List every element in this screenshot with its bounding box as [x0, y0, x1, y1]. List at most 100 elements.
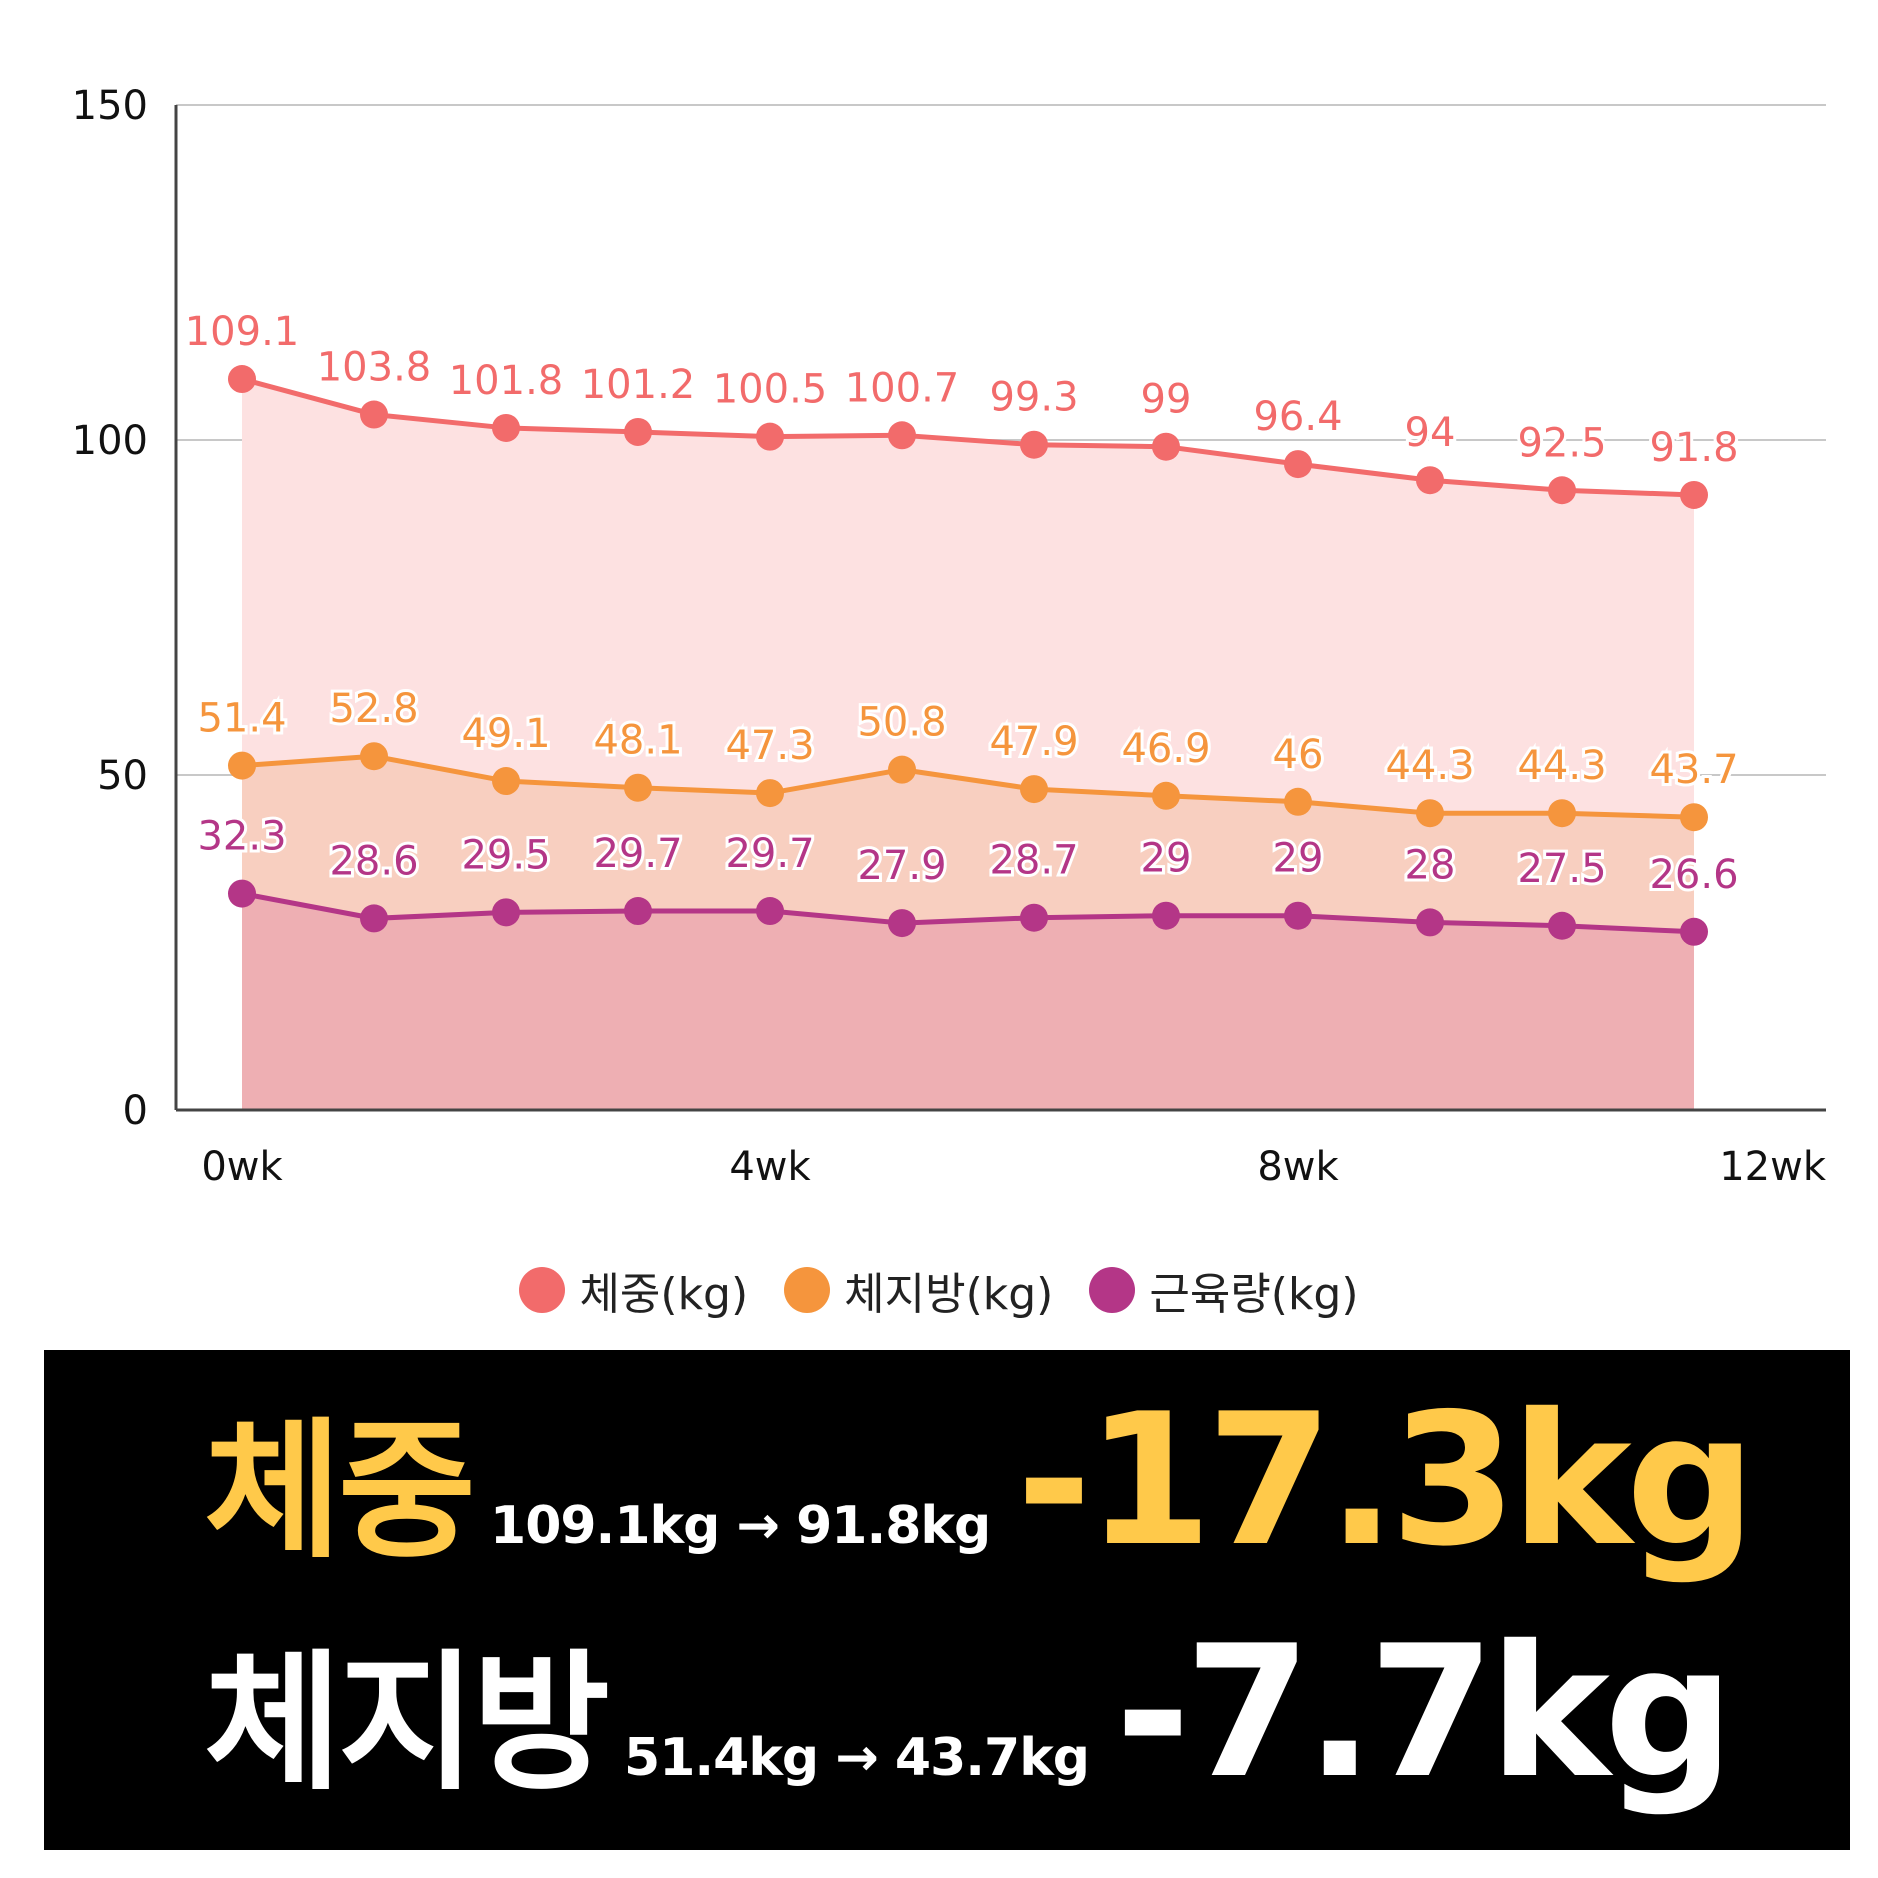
data-label-muscle: 29.7 — [593, 831, 682, 877]
area-muscle — [242, 893, 1694, 1110]
data-label-weight: 92.5 — [1517, 420, 1606, 466]
x-tick-label: 12wk — [1719, 1144, 1827, 1190]
data-label-weight: 103.8 — [317, 345, 432, 391]
point-muscle — [492, 898, 520, 927]
point-body-fat — [492, 767, 520, 796]
point-muscle — [888, 909, 916, 938]
point-muscle — [756, 897, 784, 926]
data-label-weight: 99 — [1141, 377, 1192, 423]
legend-item-weight: 체중(kg) — [519, 1258, 748, 1322]
point-weight — [228, 365, 256, 394]
summary-weight-to: 91.8kg — [796, 1496, 991, 1556]
point-muscle — [1284, 901, 1312, 930]
legend-marker-body-fat — [784, 1267, 831, 1313]
point-weight — [1152, 432, 1180, 461]
legend-item-muscle: 근육량(kg) — [1089, 1258, 1359, 1322]
data-label-muscle: 28.6 — [329, 838, 418, 884]
point-muscle — [1020, 903, 1048, 932]
point-muscle — [228, 879, 256, 908]
data-label-body-fat: 46.9 — [1121, 726, 1210, 772]
y-tick-label: 50 — [97, 753, 148, 799]
summary-panel: 체중 109.1kg → 91.8kg -17.3kg 체지방 51.4kg →… — [44, 1350, 1850, 1850]
summary-weight-delta: -17.3kg — [1016, 1374, 1756, 1586]
x-tick-label: 4wk — [729, 1144, 811, 1190]
point-muscle — [624, 897, 652, 926]
point-weight — [1416, 466, 1444, 495]
data-label-muscle: 27.5 — [1517, 846, 1606, 892]
point-weight — [888, 421, 916, 450]
point-weight — [1680, 480, 1708, 509]
point-body-fat — [756, 779, 784, 808]
data-label-body-fat: 51.4 — [197, 696, 286, 742]
point-weight — [756, 422, 784, 451]
arrow-icon: → — [736, 1496, 780, 1556]
legend-label-body-fat: 체지방(kg) — [844, 1269, 1054, 1320]
data-label-weight: 101.8 — [449, 358, 564, 404]
point-body-fat — [1416, 799, 1444, 828]
area-fills — [242, 379, 1694, 1110]
line-muscle — [241, 891, 1695, 935]
data-label-body-fat: 44.3 — [1517, 743, 1606, 789]
point-muscle — [1680, 917, 1708, 946]
summary-body-fat-range: 51.4kg → 43.7kg — [624, 1728, 1090, 1788]
data-label-body-fat: 44.3 — [1385, 743, 1474, 789]
data-label-muscle: 28.7 — [989, 838, 1078, 884]
series-lines — [241, 376, 1695, 935]
point-muscle — [360, 904, 388, 933]
chart-legend: 체중(kg) 체지방(kg) 근육량(kg) — [0, 1255, 1878, 1325]
data-label-muscle: 28 — [1405, 842, 1456, 888]
line-weight — [241, 376, 1695, 498]
tick-labels: 0 50 100 150 0wk 4wk 8wk 12wk — [72, 83, 1827, 1190]
point-muscle — [1152, 901, 1180, 930]
point-body-fat — [1152, 781, 1180, 810]
data-label-body-fat: 48.1 — [593, 718, 682, 764]
y-tick-label: 0 — [123, 1088, 148, 1134]
data-label-weight: 101.2 — [581, 362, 696, 408]
point-body-fat — [1020, 775, 1048, 804]
summary-weight-range: 109.1kg → 91.8kg — [490, 1496, 991, 1556]
point-body-fat — [888, 755, 916, 784]
data-label-muscle: 29 — [1273, 836, 1324, 882]
line-body-fat — [241, 753, 1695, 820]
legend-marker-muscle — [1089, 1267, 1136, 1313]
data-label-weight: 96.4 — [1253, 394, 1342, 440]
data-label-weight: 99.3 — [989, 375, 1078, 421]
summary-row-body-fat: 체지방 51.4kg → 43.7kg -7.7kg — [204, 1602, 1734, 1819]
point-weight — [1548, 476, 1576, 505]
summary-weight-label: 체중 — [204, 1405, 476, 1579]
data-label-muscle: 29.5 — [461, 832, 550, 878]
data-label-weight: 100.7 — [845, 365, 960, 411]
y-tick-label: 150 — [72, 83, 148, 129]
data-label-body-fat: 46 — [1273, 732, 1324, 778]
data-label-body-fat: 47.9 — [989, 719, 1078, 765]
point-muscle — [1548, 911, 1576, 940]
legend-marker-weight — [519, 1267, 566, 1313]
data-label-body-fat: 43.7 — [1649, 747, 1738, 793]
data-label-weight: 100.5 — [713, 367, 828, 413]
data-label-weight: 91.8 — [1649, 425, 1738, 471]
legend-label-muscle: 근육량(kg) — [1149, 1269, 1359, 1320]
x-tick-label: 8wk — [1257, 1144, 1339, 1190]
point-body-fat — [624, 773, 652, 802]
y-tick-label: 100 — [72, 418, 148, 464]
arrow-icon: → — [835, 1728, 879, 1788]
point-body-fat — [228, 751, 256, 780]
point-weight — [360, 400, 388, 429]
summary-body-fat-from: 51.4kg — [624, 1728, 819, 1788]
point-body-fat — [360, 742, 388, 771]
summary-row-weight: 체중 109.1kg → 91.8kg -17.3kg — [204, 1370, 1756, 1587]
summary-weight-from: 109.1kg — [490, 1496, 720, 1556]
data-label-muscle: 29 — [1141, 836, 1192, 882]
point-body-fat — [1548, 799, 1576, 828]
point-weight — [1284, 450, 1312, 479]
data-label-muscle: 29.7 — [725, 831, 814, 877]
data-label-muscle: 32.3 — [197, 814, 286, 860]
point-weight — [1020, 430, 1048, 459]
data-label-weight: 94 — [1405, 410, 1456, 456]
summary-body-fat-to: 43.7kg — [894, 1728, 1090, 1788]
data-label-body-fat: 47.3 — [725, 723, 814, 769]
point-weight — [624, 417, 652, 446]
data-label-body-fat: 52.8 — [329, 686, 418, 732]
data-label-body-fat: 50.8 — [857, 700, 946, 746]
data-label-muscle: 26.6 — [1649, 852, 1738, 898]
